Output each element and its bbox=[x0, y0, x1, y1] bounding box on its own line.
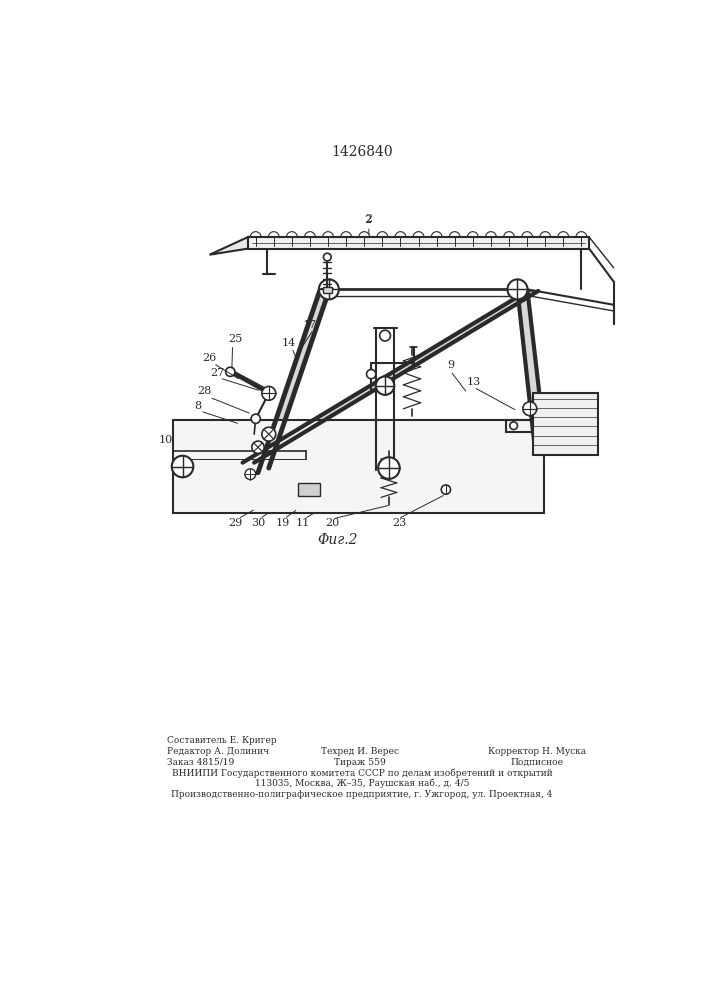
Text: Заказ 4815/19: Заказ 4815/19 bbox=[167, 758, 235, 767]
Circle shape bbox=[172, 456, 193, 477]
Text: 113035, Москва, Ж–35, Раушская наб., д. 4/5: 113035, Москва, Ж–35, Раушская наб., д. … bbox=[255, 779, 469, 788]
Text: 27: 27 bbox=[210, 368, 224, 378]
Text: Подписное: Подписное bbox=[510, 758, 563, 767]
Text: 23: 23 bbox=[392, 518, 407, 528]
Polygon shape bbox=[209, 237, 248, 255]
Circle shape bbox=[252, 441, 264, 453]
Text: Редактор А. Долинич: Редактор А. Долинич bbox=[167, 747, 269, 756]
Text: 10: 10 bbox=[158, 435, 173, 445]
Bar bbox=[322, 287, 332, 293]
Polygon shape bbox=[518, 291, 546, 451]
Circle shape bbox=[226, 367, 235, 376]
Circle shape bbox=[324, 253, 331, 261]
Text: 9: 9 bbox=[447, 360, 454, 370]
Circle shape bbox=[523, 402, 537, 416]
Bar bbox=[533, 393, 598, 455]
Circle shape bbox=[262, 386, 276, 400]
Bar bbox=[248, 237, 589, 249]
Text: 13: 13 bbox=[467, 377, 481, 387]
Text: 28: 28 bbox=[197, 386, 211, 396]
Text: ВНИИПИ Государственного комитета СССР по делам изобретений и открытий: ВНИИПИ Государственного комитета СССР по… bbox=[172, 768, 552, 778]
Polygon shape bbox=[243, 291, 538, 463]
Circle shape bbox=[378, 457, 399, 479]
Text: Тираж 559: Тираж 559 bbox=[334, 758, 385, 767]
Text: 29: 29 bbox=[228, 518, 242, 528]
Text: 30: 30 bbox=[251, 518, 265, 528]
Polygon shape bbox=[258, 291, 329, 473]
Text: Составитель Е. Кригер: Составитель Е. Кригер bbox=[167, 736, 276, 745]
Circle shape bbox=[441, 485, 450, 494]
Circle shape bbox=[510, 422, 518, 430]
Text: 8: 8 bbox=[194, 401, 201, 411]
Circle shape bbox=[508, 279, 527, 299]
Circle shape bbox=[251, 414, 260, 423]
Text: 20: 20 bbox=[325, 518, 339, 528]
Text: 2: 2 bbox=[364, 215, 371, 225]
Circle shape bbox=[380, 330, 390, 341]
Bar bbox=[173, 420, 544, 513]
Text: Корректор Н. Муска: Корректор Н. Муска bbox=[488, 747, 586, 756]
Text: 26: 26 bbox=[202, 353, 216, 363]
Text: 17: 17 bbox=[303, 320, 317, 330]
Circle shape bbox=[366, 369, 376, 379]
Text: Φиг.2: Φиг.2 bbox=[318, 533, 358, 547]
Bar bbox=[298, 483, 320, 496]
Text: 25: 25 bbox=[228, 334, 242, 344]
Text: Производственно-полиграфическое предприятие, г. Ужгород, ул. Проектная, 4: Производственно-полиграфическое предприя… bbox=[171, 790, 553, 799]
Circle shape bbox=[376, 376, 395, 395]
Text: 19: 19 bbox=[276, 518, 290, 528]
Text: Техред И. Верес: Техред И. Верес bbox=[321, 747, 399, 756]
Text: 2: 2 bbox=[366, 214, 373, 224]
Text: 1426840: 1426840 bbox=[331, 145, 393, 159]
Circle shape bbox=[245, 469, 256, 480]
Circle shape bbox=[319, 279, 339, 299]
Circle shape bbox=[262, 427, 276, 441]
Text: 14: 14 bbox=[281, 338, 296, 348]
Text: 11: 11 bbox=[296, 518, 310, 528]
